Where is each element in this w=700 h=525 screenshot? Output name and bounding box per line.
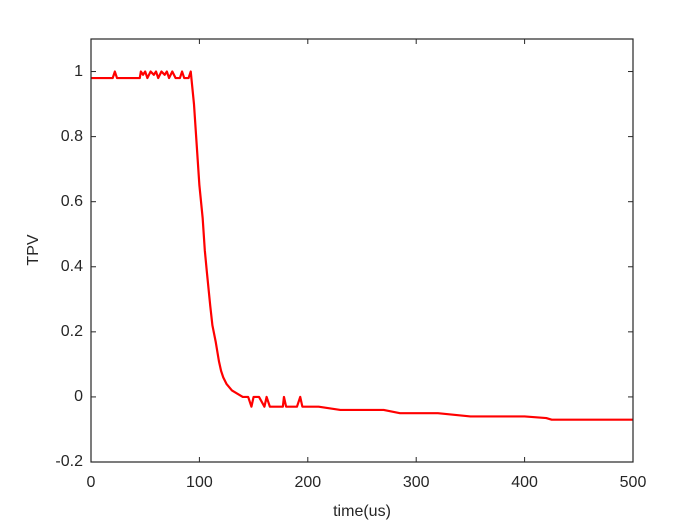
y-tick-label: 0.8 (61, 128, 83, 145)
x-tick-label: 100 (186, 474, 213, 491)
x-tick-label: 0 (87, 474, 96, 491)
y-tick-label: 0.4 (61, 258, 83, 275)
y-tick-label: -0.2 (55, 453, 83, 470)
y-axis-label: TPV (25, 234, 42, 265)
x-axis-label: time(us) (333, 503, 391, 520)
data-line (91, 70, 633, 421)
y-tick-label: 0.2 (61, 323, 83, 340)
y-tick-label: 0.6 (61, 193, 83, 210)
x-tick-label: 500 (620, 474, 647, 491)
y-tick-label: 0 (74, 388, 83, 405)
axes-box (90, 38, 634, 463)
x-tick-label: 200 (294, 474, 321, 491)
x-tick-label: 300 (403, 474, 430, 491)
y-tick-label: 1 (74, 63, 83, 80)
x-tick-label: 400 (511, 474, 538, 491)
